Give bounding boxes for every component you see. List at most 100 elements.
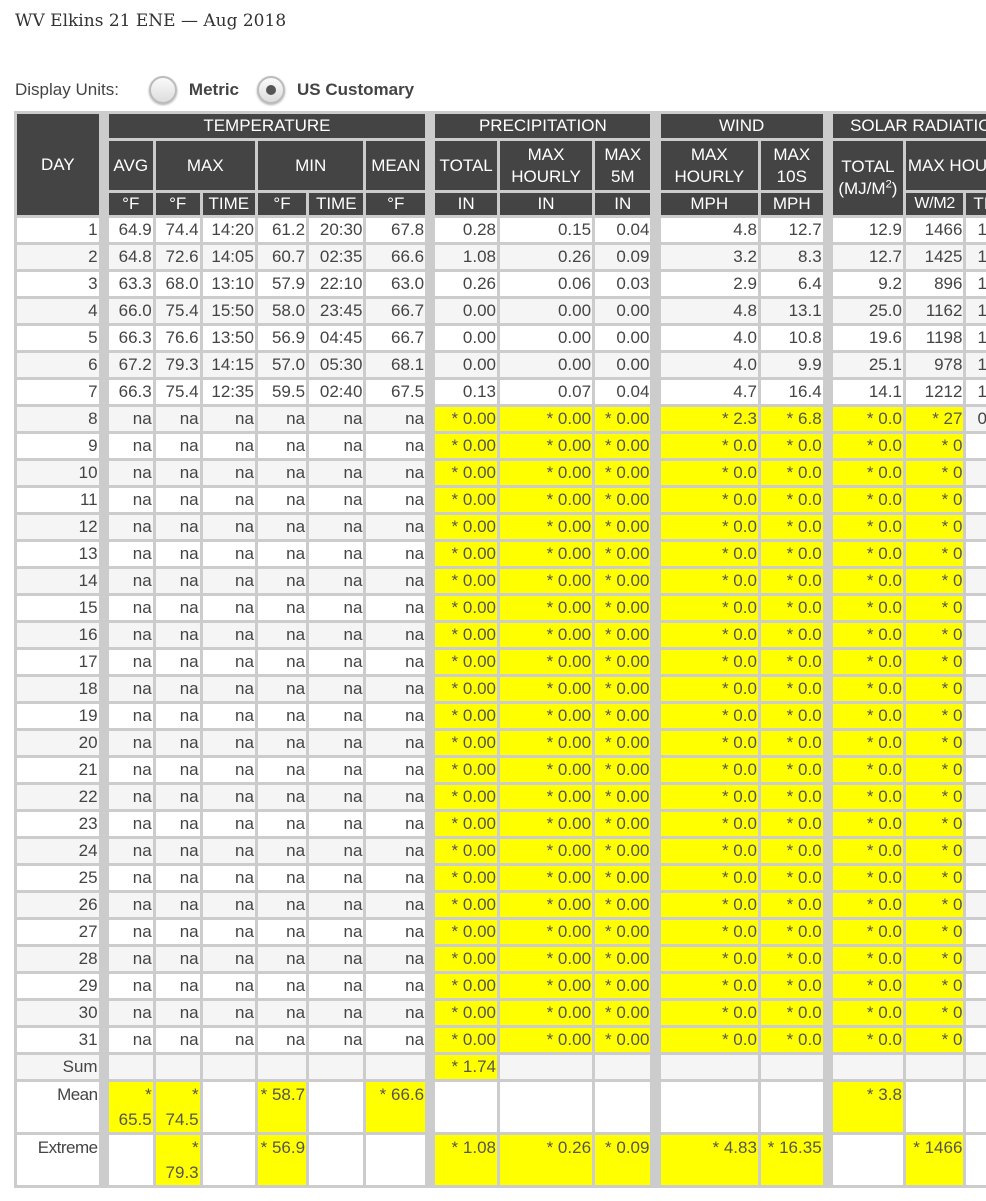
cell-max-f: na bbox=[155, 650, 200, 674]
cell-max-f: na bbox=[155, 677, 200, 701]
cell-precip-max-5m: 0.09 bbox=[595, 245, 651, 269]
cell-precip-max-hourly: * 0.00 bbox=[499, 974, 593, 998]
cell-precip-total: 0.26 bbox=[435, 272, 497, 296]
spacer bbox=[101, 704, 106, 728]
spacer bbox=[101, 272, 106, 296]
cell-max-f: 72.6 bbox=[155, 245, 200, 269]
cell-mean: 68.1 bbox=[366, 353, 426, 377]
spacer bbox=[428, 353, 433, 377]
spacer bbox=[825, 434, 830, 458]
cell-precip-total: * 0.00 bbox=[435, 650, 497, 674]
cell-solar-total: * 3.8 bbox=[832, 1082, 903, 1132]
metric-radio[interactable]: Metric bbox=[148, 76, 239, 104]
cell-wind-max-hourly: * 0.0 bbox=[660, 812, 758, 836]
cell-solar-wm2: * 0 bbox=[905, 1028, 964, 1052]
cell-max-time: na bbox=[202, 569, 255, 593]
cell-day: 18 bbox=[17, 677, 99, 701]
cell-precip-max-hourly: 0.00 bbox=[499, 353, 593, 377]
cell-max-time: na bbox=[202, 704, 255, 728]
cell-wind-max-hourly: 2.9 bbox=[660, 272, 758, 296]
cell-solar-wm2: * 27 bbox=[905, 407, 964, 431]
cell-day: 26 bbox=[17, 893, 99, 917]
cell-avg: na bbox=[108, 893, 153, 917]
spacer bbox=[653, 380, 658, 404]
cell-solar-time: na bbox=[966, 569, 986, 593]
cell-min-time: na bbox=[309, 623, 364, 647]
cell-wind-max-10s: * 0.0 bbox=[760, 677, 823, 701]
cell-max-f: na bbox=[155, 704, 200, 728]
header-solar-max-hourly: MAX HOURLY bbox=[905, 141, 986, 190]
spacer bbox=[101, 866, 106, 890]
cell-mean bbox=[366, 1055, 426, 1079]
cell-wind-max-10s: * 0.0 bbox=[760, 893, 823, 917]
cell-precip-max-hourly: * 0.00 bbox=[499, 1001, 593, 1025]
spacer bbox=[428, 1082, 433, 1132]
cell-precip-max-hourly: * 0.00 bbox=[499, 920, 593, 944]
cell-max-f: na bbox=[155, 1028, 200, 1052]
cell-precip-total: * 0.00 bbox=[435, 947, 497, 971]
spacer bbox=[653, 623, 658, 647]
cell-wind-max-hourly: * 4.83 bbox=[660, 1135, 758, 1185]
cell-solar-time: na bbox=[966, 731, 986, 755]
cell-mean: 63.0 bbox=[366, 272, 426, 296]
cell-max-time bbox=[202, 1082, 255, 1132]
cell-solar-time: 07:00 bbox=[966, 407, 986, 431]
spacer bbox=[825, 623, 830, 647]
us-customary-radio[interactable]: US Customary bbox=[257, 76, 414, 104]
spacer bbox=[653, 326, 658, 350]
cell-min-f: na bbox=[257, 461, 307, 485]
cell-wind-max-hourly bbox=[660, 1082, 758, 1132]
cell-solar-time: 13:00 bbox=[966, 326, 986, 350]
cell-solar-wm2: * 0 bbox=[905, 677, 964, 701]
cell-avg: na bbox=[108, 1028, 153, 1052]
cell-solar-wm2: * 0 bbox=[905, 650, 964, 674]
spacer bbox=[825, 839, 830, 863]
unit-mean: °F bbox=[366, 193, 426, 215]
cell-mean: na bbox=[366, 488, 426, 512]
spacer bbox=[101, 785, 106, 809]
cell-precip-total: * 0.00 bbox=[435, 434, 497, 458]
cell-precip-max-hourly: * 0.00 bbox=[499, 434, 593, 458]
radio-circle-icon[interactable] bbox=[148, 76, 177, 104]
spacer bbox=[653, 461, 658, 485]
cell-precip-total: * 0.00 bbox=[435, 893, 497, 917]
cell-solar-wm2: * 0 bbox=[905, 839, 964, 863]
cell-solar-total: * 0.0 bbox=[832, 866, 903, 890]
cell-max-time: na bbox=[202, 893, 255, 917]
cell-solar-total: * 0.0 bbox=[832, 461, 903, 485]
cell-min-time: na bbox=[309, 974, 364, 998]
unit-max-f: °F bbox=[155, 193, 200, 215]
radio-selected-icon[interactable] bbox=[257, 76, 285, 104]
table-row: 22 na na na na na na * 0.00 * 0.00 * 0.00 * 0.0 * 0… bbox=[17, 785, 986, 809]
spacer bbox=[825, 704, 830, 728]
table-row: 24 na na na na na na * 0.00 * 0.00 * 0.00 * 0.0 * 0… bbox=[17, 839, 986, 863]
cell-solar-time: na bbox=[966, 839, 986, 863]
cell-precip-max-5m: * 0.00 bbox=[595, 488, 651, 512]
cell-wind-max-10s: 13.1 bbox=[760, 299, 823, 323]
cell-precip-total: * 0.00 bbox=[435, 461, 497, 485]
cell-day: 25 bbox=[17, 866, 99, 890]
cell-day: 21 bbox=[17, 758, 99, 782]
cell-min-f: na bbox=[257, 623, 307, 647]
header-max: MAX bbox=[155, 141, 255, 190]
cell-wind-max-hourly: * 0.0 bbox=[660, 488, 758, 512]
spacer bbox=[825, 488, 830, 512]
cell-precip-max-hourly: * 0.00 bbox=[499, 488, 593, 512]
cell-precip-max-hourly: * 0.00 bbox=[499, 623, 593, 647]
cell-precip-total: * 0.00 bbox=[435, 1028, 497, 1052]
cell-max-time: na bbox=[202, 542, 255, 566]
cell-wind-max-10s: * 0.0 bbox=[760, 650, 823, 674]
spacer bbox=[101, 218, 106, 242]
spacer bbox=[653, 866, 658, 890]
spacer bbox=[101, 245, 106, 269]
cell-precip-total: 0.28 bbox=[435, 218, 497, 242]
cell-max-f: na bbox=[155, 758, 200, 782]
spacer bbox=[101, 515, 106, 539]
cell-min-time: 20:30 bbox=[309, 218, 364, 242]
cell-max-time: 15:50 bbox=[202, 299, 255, 323]
cell-avg: 63.3 bbox=[108, 272, 153, 296]
cell-min-time: na bbox=[309, 785, 364, 809]
cell-solar-total: * 0.0 bbox=[832, 542, 903, 566]
unit-max-time: TIME bbox=[202, 193, 255, 215]
display-units-label: Display Units: bbox=[15, 80, 119, 99]
